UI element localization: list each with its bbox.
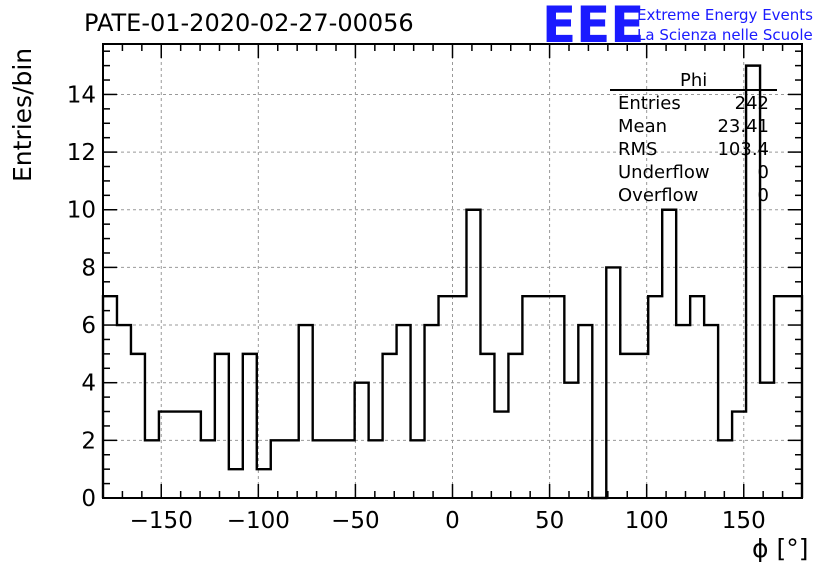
- histogram-bin: [145, 440, 159, 498]
- histogram-bin: [620, 354, 634, 498]
- histogram-bin: [508, 354, 522, 498]
- histogram-bin: [173, 412, 187, 498]
- logo-subtitle-line2: La Scienza nelle Scuole: [637, 26, 813, 44]
- histogram-bin: [215, 354, 229, 498]
- histogram-bin: [634, 354, 648, 498]
- histogram-bin: [662, 210, 676, 498]
- histogram-bin: [411, 440, 425, 498]
- x-tick-label: −150: [130, 508, 193, 534]
- histogram-bin: [536, 296, 550, 498]
- histogram-bin: [439, 296, 453, 498]
- tick-labels-layer: −150 −100 −50 0 50 100 150 0 2 4 6 8 10 12 14: [67, 82, 766, 534]
- y-tick-label: 0: [81, 486, 96, 512]
- histogram-bin: [676, 325, 690, 498]
- histogram-bin: [341, 440, 355, 498]
- stats-entries-label: Entries: [618, 93, 681, 114]
- histogram-bin: [243, 354, 257, 498]
- histogram-bin: [299, 325, 313, 498]
- y-axis-label: Entries/bin: [8, 47, 37, 182]
- histogram-bin: [117, 325, 131, 498]
- histogram-bin: [257, 469, 271, 498]
- histogram-bin: [494, 412, 508, 498]
- y-tick-label: 4: [81, 371, 96, 397]
- histogram-bin: [397, 325, 411, 498]
- y-tick-label: 2: [81, 428, 96, 454]
- histogram-bin: [159, 412, 173, 498]
- histogram-bin: [425, 325, 439, 498]
- histogram-layer: [101, 64, 804, 500]
- histogram-outline: [101, 64, 804, 500]
- x-tick-label: −50: [331, 508, 380, 534]
- stats-overflow-value: 0: [757, 185, 769, 206]
- stats-mean-value: 23.41: [717, 116, 769, 137]
- histogram-bin: [383, 354, 397, 498]
- histogram-bin: [606, 267, 620, 498]
- histogram-bin: [788, 296, 802, 498]
- y-tick-label: 10: [67, 198, 96, 224]
- histogram-bin: [550, 296, 564, 498]
- histogram-bin: [732, 412, 746, 498]
- y-tick-label: 12: [67, 140, 96, 166]
- histogram-bin: [369, 440, 383, 498]
- stats-entries-value: 242: [734, 93, 769, 114]
- histogram-bin: [229, 469, 243, 498]
- frame-layer: [102, 43, 803, 499]
- y-tick-label: 8: [81, 255, 96, 281]
- y-tick-label: 6: [81, 313, 96, 339]
- histogram-bin: [187, 412, 201, 498]
- histogram-bin: [453, 296, 467, 498]
- logo-subtitle-line1: Extreme Energy Events: [637, 6, 813, 24]
- x-axis-label: ϕ [°]: [752, 534, 809, 563]
- histogram-bin: [760, 383, 774, 498]
- stats-overflow-label: Overflow: [618, 185, 699, 206]
- plot-frame: [102, 43, 803, 499]
- histogram-bin: [201, 440, 215, 498]
- histogram-bin: [480, 354, 494, 498]
- histogram-bin: [327, 440, 341, 498]
- histogram-bin: [578, 325, 592, 498]
- histogram-bin: [522, 296, 536, 498]
- stats-underflow-value: 0: [757, 162, 769, 183]
- histogram-bin: [271, 440, 285, 498]
- stats-rms-value: 103.4: [717, 139, 769, 160]
- stats-mean-label: Mean: [618, 116, 668, 137]
- histogram-bin: [313, 440, 327, 498]
- histogram-bin: [690, 296, 704, 498]
- x-tick-label: 100: [625, 508, 669, 534]
- x-tick-label: 50: [535, 508, 564, 534]
- histogram-bin: [774, 296, 788, 498]
- histogram-bin: [355, 383, 369, 498]
- x-tick-label: −100: [227, 508, 290, 534]
- y-tick-label: 14: [67, 82, 96, 108]
- histogram-bin: [285, 440, 299, 498]
- histogram-bin: [704, 325, 718, 498]
- histogram-bin: [131, 354, 145, 498]
- histogram-bin: [466, 210, 480, 498]
- histogram-bin: [103, 296, 117, 498]
- x-tick-label: 0: [445, 508, 460, 534]
- stats-box-title: Phi: [680, 70, 708, 91]
- chart-title: PATE-01-2020-02-27-00056: [84, 9, 414, 37]
- x-tick-label: 150: [722, 508, 766, 534]
- histogram-bin: [718, 440, 732, 498]
- histogram-bin: [564, 383, 578, 498]
- eee-logo: EEE: [542, 0, 645, 54]
- histogram-bin: [648, 296, 662, 498]
- stats-underflow-label: Underflow: [618, 162, 710, 183]
- stats-rms-label: RMS: [618, 139, 658, 160]
